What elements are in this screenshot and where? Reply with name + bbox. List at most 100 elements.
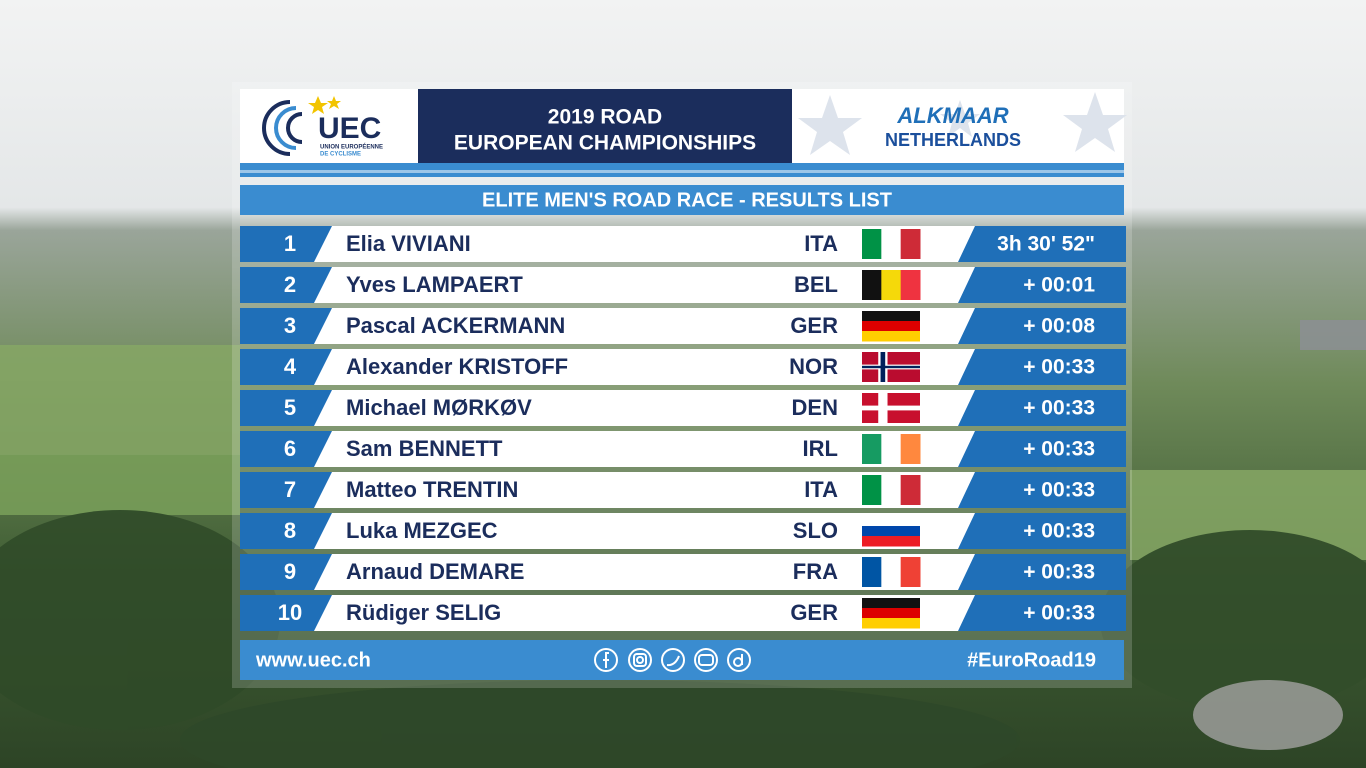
result-row: 9 Arnaud DEMARE FRA + 00:33 [240, 554, 1126, 590]
flag-stripe [881, 229, 902, 259]
result-row: 8 Luka MEZGEC SLO + 00:33 [240, 513, 1126, 549]
result-time: + 00:33 [1023, 602, 1095, 625]
country-code: SLO [793, 518, 838, 543]
logo-box [240, 89, 418, 177]
result-row: 10 Rüdiger SELIG GER + 00:33 [240, 595, 1126, 631]
row-name-area [314, 513, 975, 549]
logo-mark [262, 96, 341, 156]
country-code: GER [790, 313, 838, 338]
rank: 6 [284, 436, 296, 461]
flag-stripe [900, 557, 921, 587]
result-time: + 00:01 [1023, 274, 1095, 297]
flag-stripe [881, 270, 902, 300]
result-row: 6 Sam BENNETT IRL + 00:33 [240, 431, 1126, 467]
rider-name: Alexander KRISTOFF [346, 354, 568, 379]
flag-stripe [881, 434, 902, 464]
result-row: 2 Yves LAMPAERT BEL + 00:01 [240, 267, 1126, 303]
title-box [418, 89, 792, 177]
result-time: + 00:33 [1023, 520, 1095, 543]
rank: 5 [284, 395, 296, 420]
rank: 7 [284, 477, 296, 502]
rank: 4 [284, 354, 297, 379]
rank: 2 [284, 272, 296, 297]
rank: 9 [284, 559, 296, 584]
logo-subtitle: DE CYCLISME [320, 152, 361, 158]
result-time: 3h 30' 52" [997, 233, 1095, 256]
result-time: + 00:33 [1023, 561, 1095, 584]
flag-stripe [862, 598, 920, 609]
row-name-area [314, 308, 975, 344]
country-code: NOR [789, 354, 838, 379]
country-code: IRL [803, 436, 838, 461]
result-row: 5 Michael MØRKØV DEN + 00:33 [240, 390, 1126, 426]
row-name-area [314, 267, 975, 303]
footer-bar [240, 640, 1124, 680]
flag-stripe [862, 475, 882, 505]
rank: 10 [278, 600, 302, 625]
landscape [0, 320, 1366, 768]
row-name-area [314, 390, 975, 426]
row-name-area [314, 595, 975, 631]
flag-stripe [862, 311, 920, 322]
result-time: + 00:33 [1023, 438, 1095, 461]
location-city: ALKMAAR [896, 103, 1008, 128]
country-code: DEN [792, 395, 838, 420]
flag-stripe [900, 475, 921, 505]
result-row: 4 Alexander KRISTOFF NOR + 00:33 [240, 349, 1126, 385]
result-time: + 00:33 [1023, 356, 1095, 379]
row-name-area [314, 472, 975, 508]
header-stripe-line [240, 170, 1124, 173]
flag-stripe [900, 434, 921, 464]
title: 2019 ROAD [548, 106, 662, 129]
results-table: 1 Elia VIVIANI ITA 3h 30' 52" 2 Yves LAMPAERT… [240, 226, 1126, 631]
result-time: + 00:33 [1023, 479, 1095, 502]
subtitle-bar [240, 185, 1124, 215]
flag-cross [862, 365, 920, 369]
logo-text: UEC [318, 112, 381, 145]
rider-name: Matteo TRENTIN [346, 477, 518, 502]
rank: 3 [284, 313, 296, 338]
location-country: NETHERLANDS [885, 130, 1021, 150]
rider-name: Luka MEZGEC [346, 518, 498, 543]
title: EUROPEAN CHAMPIONSHIPS [454, 132, 756, 155]
flag-cross [862, 406, 920, 410]
flag-stripe [862, 557, 882, 587]
rider-name: Yves LAMPAERT [346, 272, 523, 297]
rider-name: Arnaud DEMARE [346, 559, 524, 584]
location-box [792, 89, 1124, 177]
flag-stripe [900, 270, 921, 300]
result-row: 7 Matteo TRENTIN ITA + 00:33 [240, 472, 1126, 508]
country-code: FRA [793, 559, 838, 584]
result-row: 1 Elia VIVIANI ITA 3h 30' 52" [240, 226, 1126, 262]
social-icons [594, 648, 751, 672]
footer-hashtag: #EuroRoad19 [967, 649, 1096, 671]
flag-stripe [862, 331, 920, 342]
rank: 8 [284, 518, 296, 543]
flag-stripe [862, 434, 882, 464]
flag-stripe [881, 475, 902, 505]
country-code: BEL [794, 272, 838, 297]
logo-subtitle: UNION EUROPÉENNE [320, 143, 383, 151]
flag-stripe [862, 526, 920, 537]
result-row: 3 Pascal ACKERMANN GER + 00:08 [240, 308, 1126, 344]
stars-decoration [798, 92, 1127, 155]
footer-website: www.uec.ch [255, 649, 371, 671]
flag-stripe [862, 321, 920, 332]
flag-stripe [862, 516, 920, 527]
row-name-area [314, 431, 975, 467]
row-name-area [314, 554, 975, 590]
rider-name: Michael MØRKØV [346, 395, 532, 420]
country-code: ITA [804, 231, 838, 256]
flag-stripe [881, 557, 902, 587]
row-name-area [314, 226, 975, 262]
result-time: + 00:33 [1023, 397, 1095, 420]
subtitle: ELITE MEN'S ROAD RACE - RESULTS LIST [482, 189, 892, 211]
rider-name: Sam BENNETT [346, 436, 503, 461]
country-code: GER [790, 600, 838, 625]
rider-name: Pascal ACKERMANN [346, 313, 565, 338]
flag-stripe [862, 536, 920, 547]
row-name-area [314, 349, 975, 385]
flag-stripe [900, 229, 921, 259]
